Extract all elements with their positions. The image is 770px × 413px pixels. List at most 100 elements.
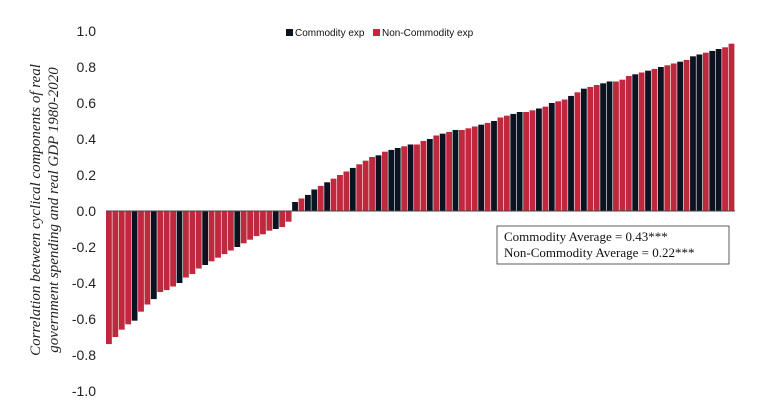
bar-commodity (536, 108, 542, 211)
bar-end-band (189, 274, 197, 278)
bar-commodity (292, 202, 298, 211)
bar-end-band (510, 110, 518, 114)
bar-non-commodity (523, 112, 530, 211)
non-commodity-average-text: Non-Commodity Average = 0.22*** (504, 245, 695, 260)
bar-end-band (144, 304, 152, 309)
bar-end-band (632, 70, 640, 75)
bar-non-commodity (343, 171, 350, 211)
bar-end-band (715, 45, 723, 49)
bar-non-commodity (279, 211, 286, 228)
bar-end-band (490, 117, 498, 121)
bar-commodity (452, 130, 459, 211)
bar-non-commodity (112, 211, 119, 337)
bar-end-band (702, 49, 710, 53)
bar-non-commodity (574, 92, 581, 211)
bar-commodity (657, 67, 664, 211)
bar-end-band (554, 97, 563, 102)
bar-end-band (195, 268, 203, 273)
bar-end-band (638, 68, 646, 73)
y-tick-label: -0.8 (72, 347, 96, 363)
y-axis-title-line-2: government spending and real GDP 1980-20… (46, 67, 62, 353)
bar-non-commodity (144, 211, 151, 305)
bar-end-band (105, 344, 113, 348)
bar-commodity (131, 211, 138, 321)
averages-box-frame (496, 225, 730, 265)
bar-end-band (580, 85, 588, 89)
bar-commodity (600, 83, 607, 211)
bar-end-band (503, 112, 511, 116)
bar-end-band (253, 236, 261, 240)
bar-commodity (202, 211, 209, 265)
bar-end-band (574, 88, 582, 93)
bar-end-band (484, 119, 492, 123)
bar-non-commodity (170, 211, 176, 287)
bar-commodity (304, 194, 311, 211)
bar-commodity (324, 182, 331, 211)
bar-non-commodity (163, 211, 170, 291)
bar-end-band (221, 254, 229, 258)
bar-non-commodity (420, 140, 427, 211)
bar-end-band (689, 52, 697, 57)
bar-non-commodity (555, 101, 562, 211)
bar-non-commodity (702, 52, 709, 211)
bar-end-band (400, 142, 408, 147)
bar-end-band (336, 171, 344, 175)
legend-label-non-commodity: Non-Commodity exp (382, 28, 474, 39)
bar-non-commodity (561, 99, 568, 211)
y-tick-label: 0.4 (77, 131, 97, 147)
bar-non-commodity (414, 144, 420, 211)
bar-end-band (516, 108, 524, 112)
bar-commodity (394, 148, 401, 211)
bar-end-band (169, 286, 177, 291)
bar-end-band (266, 230, 274, 235)
bar-end-band (112, 337, 120, 341)
bar-non-commodity (285, 211, 292, 222)
averages-box: Commodity Average = 0.43*** Non-Commodit… (496, 225, 730, 265)
bar-non-commodity (215, 211, 221, 258)
bar-end-band (657, 63, 665, 67)
bar-non-commodity (484, 122, 491, 211)
y-tick-label: -1.0 (72, 383, 96, 399)
bar-commodity (439, 133, 446, 211)
bar-commodity (645, 70, 651, 211)
bar-end-band (728, 40, 736, 44)
bar-end-band (131, 320, 139, 325)
bar-non-commodity (125, 211, 132, 325)
bar-end-band (497, 113, 505, 118)
bar-commodity (311, 189, 318, 211)
bar-commodity (696, 54, 703, 212)
bar-non-commodity (619, 79, 626, 211)
bar-end-band (246, 239, 254, 244)
bar-end-band (259, 234, 267, 238)
bar-end-band (208, 261, 216, 265)
bar-non-commodity (503, 115, 510, 211)
bar-non-commodity (106, 211, 112, 345)
bar-non-commodity (529, 110, 536, 211)
bar-end-band (394, 144, 402, 148)
bar-end-band (670, 59, 678, 64)
bar-non-commodity (337, 175, 343, 211)
bar-end-band (304, 191, 312, 195)
bar-commodity (606, 81, 613, 212)
bar-end-band (619, 76, 627, 80)
bar-non-commodity (240, 211, 247, 244)
bar-end-band (625, 72, 633, 76)
bar-non-commodity (683, 59, 690, 211)
bar-end-band (529, 106, 537, 111)
bar-end-band (599, 79, 607, 84)
bar-non-commodity (401, 146, 408, 211)
bar-commodity (709, 50, 716, 211)
bar-end-band (157, 292, 165, 296)
bar-commodity (548, 103, 555, 211)
bar-end-band (413, 140, 421, 145)
bar-non-commodity (183, 211, 189, 278)
bar-end-band (439, 130, 447, 134)
bar-non-commodity (664, 65, 671, 211)
bar-non-commodity (157, 211, 164, 292)
bar-non-commodity (471, 126, 478, 211)
y-tick-label: 0.8 (77, 59, 97, 75)
y-tick-label: 0.0 (77, 203, 97, 219)
bar-commodity (388, 149, 395, 211)
bar-non-commodity (670, 63, 677, 212)
bar-end-band (471, 122, 479, 127)
